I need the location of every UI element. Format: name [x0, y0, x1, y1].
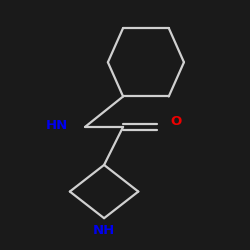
Text: HN: HN: [46, 118, 68, 132]
Text: NH: NH: [93, 224, 115, 237]
Text: O: O: [171, 115, 182, 128]
